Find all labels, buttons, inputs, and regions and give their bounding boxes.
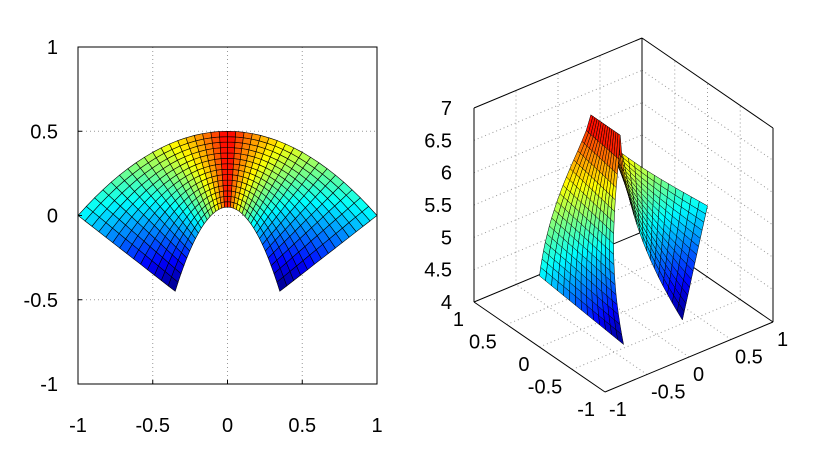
x-tick-label: -1 — [69, 415, 87, 437]
y-tick-label: -0.5 — [24, 290, 58, 312]
y-tick-label: -0.5 — [528, 377, 562, 399]
y-tick-label: -1 — [577, 399, 595, 421]
surface-patch — [220, 147, 228, 154]
x-tick-label: 1 — [371, 415, 382, 437]
grid-line-x — [599, 249, 732, 340]
z-tick-label: 6.5 — [424, 130, 452, 152]
grid-line-x — [515, 284, 648, 375]
left-plot-2d-view: -1 -0.5 0 0.5 1 1 0.5 0 -0.5 -1 — [24, 37, 383, 437]
surface-patch — [227, 163, 234, 170]
surface-patch — [219, 141, 228, 149]
x-tick-label: 0 — [693, 364, 704, 386]
x-axis-line — [604, 321, 774, 393]
surface-patch — [227, 130, 237, 138]
surface-patch — [212, 147, 222, 155]
z-tick-label: 5.5 — [424, 195, 452, 217]
z-tick-label: 5 — [441, 227, 452, 249]
surface-patch — [210, 131, 220, 139]
grid-line-z — [641, 166, 774, 258]
grid-line-z — [641, 69, 774, 161]
surface-patch — [227, 179, 233, 187]
grid-line-z — [641, 199, 774, 291]
surface-patch — [227, 141, 236, 149]
surface-patch — [676, 302, 685, 321]
x-tick-label: 0.5 — [288, 415, 316, 437]
surface-patch — [222, 179, 228, 187]
surface-patch — [218, 130, 228, 138]
surface-patch — [227, 157, 235, 165]
z-tick-label: 4 — [441, 292, 452, 314]
surface-patch — [235, 131, 245, 139]
y-tick-label: 1 — [453, 309, 464, 331]
surface-patch — [242, 131, 253, 140]
surface-patch — [220, 152, 228, 159]
grid-line-z — [473, 69, 643, 141]
x-tick-label: -1 — [609, 399, 627, 421]
y-tick-label: 0 — [47, 206, 58, 228]
x-tick-label: -0.5 — [136, 415, 170, 437]
surface-patch — [227, 152, 235, 159]
grid-line-z — [641, 102, 774, 194]
surface-patch — [223, 195, 228, 203]
surface-patch — [217, 179, 224, 187]
z-tick-label: 6 — [441, 163, 452, 185]
surface-patch — [227, 136, 236, 143]
surface-patch — [233, 147, 243, 155]
surface-patch — [227, 174, 234, 181]
surface-patch — [202, 131, 213, 140]
z-tick-label: 7 — [441, 98, 452, 120]
surface-patch — [220, 157, 228, 165]
x-tick-label: -0.5 — [651, 382, 685, 404]
surface-patch — [221, 174, 228, 181]
axes-edge — [641, 37, 774, 129]
surface-patch — [539, 266, 547, 282]
surface-patch — [223, 201, 228, 208]
surface-patch — [221, 168, 228, 176]
z-tick-label: 4.5 — [424, 260, 452, 282]
axes-edge — [473, 37, 643, 109]
surface-patch — [227, 185, 233, 192]
y-tick-label: -1 — [40, 374, 58, 396]
x-tick-label: 0.5 — [735, 347, 763, 369]
surface-patch — [219, 136, 228, 143]
x-tick-label: 0 — [222, 415, 233, 437]
y-tick-label: 1 — [47, 37, 58, 59]
surface-patch — [223, 190, 228, 197]
surface-patch — [227, 168, 234, 176]
right-plot-3d-view: 44.555.566.57-1-0.500.51-1-0.500.51 — [424, 37, 788, 421]
surface-patch — [222, 185, 228, 192]
x-tick-label: 1 — [777, 329, 788, 351]
y-axis-line — [473, 301, 606, 393]
y-tick-label: 0.5 — [30, 121, 58, 143]
surface-patch — [227, 147, 235, 154]
y-tick-label: 0 — [518, 354, 529, 376]
y-tick-label: 0.5 — [469, 332, 497, 354]
surface-patch — [221, 163, 228, 170]
grid-line-z — [641, 134, 774, 226]
